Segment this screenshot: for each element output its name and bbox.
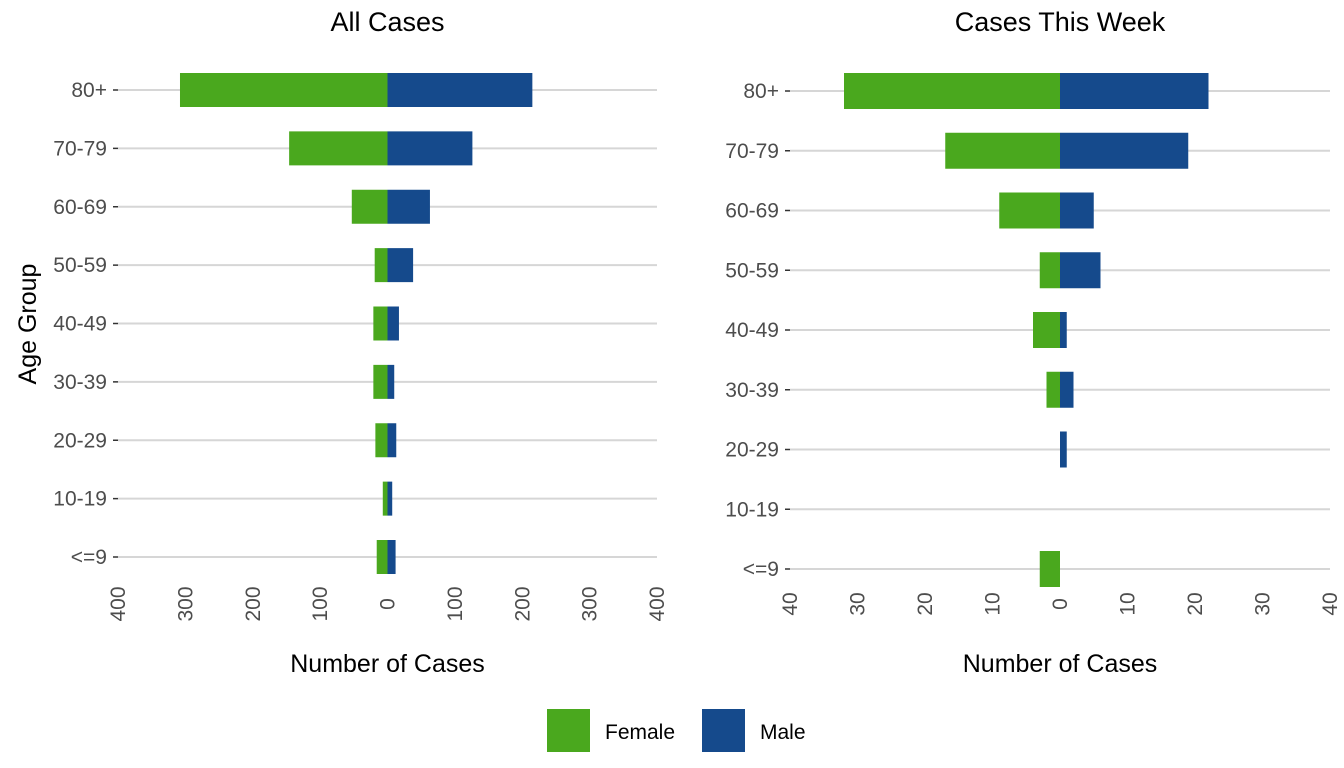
y-tick-label: 30-39 (725, 379, 779, 402)
bar-female (179, 73, 388, 107)
x-tick-label: 0 (377, 598, 400, 610)
bar-female (999, 192, 1060, 229)
bar-male (387, 423, 397, 458)
bar-female (351, 189, 388, 224)
bar-male (387, 248, 414, 283)
y-tick-label: 20-29 (725, 439, 779, 462)
y-tick-label: 40-49 (53, 313, 107, 336)
bar-male (387, 540, 396, 574)
y-tick-label: 60-69 (53, 196, 107, 219)
y-tick-label: 20-29 (53, 429, 107, 452)
bar-male (387, 131, 473, 166)
x-tick-label: 200 (511, 586, 534, 621)
bar-male (387, 481, 393, 516)
x-tick-label: 100 (309, 586, 332, 621)
bar-male (387, 73, 533, 107)
bar-male (1060, 252, 1101, 289)
y-tick-label: 50-59 (53, 254, 107, 277)
y-tick-label: 70-79 (53, 137, 107, 160)
x-tick-label: 300 (174, 586, 197, 621)
x-tick-label: 400 (646, 586, 669, 621)
bar-female (376, 540, 388, 574)
x-axis-title: Number of Cases (963, 650, 1158, 678)
x-tick-label: 300 (579, 586, 602, 621)
x-tick-label: 100 (444, 586, 467, 621)
legend: Female Male (547, 709, 806, 752)
y-tick-label: 80+ (71, 79, 107, 102)
y-tick-label: 10-19 (725, 498, 779, 521)
legend-label-male: Male (760, 721, 806, 744)
bar-female (1039, 252, 1060, 289)
y-axis-title: Age Group (14, 264, 42, 385)
bar-male (1060, 73, 1209, 109)
panel-all-cases: All Cases <=9 10-19 20-29 30-39 40-49 50-59 60-… (53, 7, 669, 678)
x-axis-title: Number of Cases (290, 650, 485, 678)
y-tick-label: 60-69 (725, 200, 779, 223)
y-tick-label: 40-49 (725, 319, 779, 342)
bar-female (374, 248, 388, 283)
bar-male (387, 364, 395, 399)
bar-male (387, 306, 399, 341)
x-tick-label: 20 (914, 592, 937, 615)
bar-female (375, 423, 388, 458)
legend-swatch-female (547, 709, 590, 752)
bar-female (289, 131, 388, 166)
x-tick-label: 10 (1117, 592, 1140, 615)
x-tick-label: 40 (1319, 592, 1342, 615)
bar-female (373, 364, 388, 399)
bar-male (387, 189, 430, 224)
panel-title: Cases This Week (955, 7, 1166, 37)
x-tick-label: 200 (242, 586, 265, 621)
bar-female (1033, 312, 1060, 348)
legend-swatch-male (702, 709, 745, 752)
panel-title: All Cases (330, 7, 444, 37)
x-tick-label: 0 (1049, 598, 1072, 610)
bar-male (1060, 312, 1067, 348)
y-tick-label: 30-39 (53, 371, 107, 394)
bar-male (1060, 371, 1074, 408)
x-tick-label: 40 (779, 592, 802, 615)
bar-female (373, 306, 388, 341)
bar-female (945, 132, 1060, 169)
x-tick-label: 20 (1184, 592, 1207, 615)
panel-cases-this-week: Cases This Week <=9 10-19 20-29 30-39 40-49 50… (725, 7, 1342, 678)
bar-female (1039, 551, 1060, 587)
x-tick-label: 30 (847, 592, 870, 615)
bar-female (1046, 371, 1060, 408)
bar-male (1060, 132, 1189, 169)
x-tick-label: 30 (1252, 592, 1275, 615)
y-tick-label: 70-79 (725, 140, 779, 163)
bar-female (382, 481, 388, 516)
y-tick-label: 50-59 (725, 259, 779, 282)
legend-label-female: Female (605, 721, 675, 744)
bar-male (1060, 192, 1094, 229)
x-tick-label: 400 (107, 586, 130, 621)
bar-male (1060, 431, 1067, 468)
bar-female (844, 73, 1060, 109)
y-tick-label: 10-19 (53, 488, 107, 511)
y-tick-label: 80+ (743, 80, 779, 103)
x-tick-label: 10 (982, 592, 1005, 615)
y-tick-label: <=9 (743, 558, 779, 581)
y-tick-label: <=9 (71, 546, 107, 569)
